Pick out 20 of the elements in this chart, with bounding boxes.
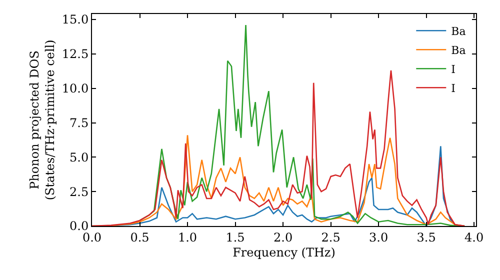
y-tick-label: 5.0	[70, 150, 89, 164]
y-tick-label: 10.0	[62, 82, 89, 96]
x-tick-label: 0.5	[130, 230, 150, 244]
x-tick-label: 4.0	[464, 230, 484, 244]
y-tick-label: 7.5	[70, 116, 89, 130]
y-tick-label: 15.0	[62, 12, 89, 27]
y-axis-title: Phonon projected DOS (States/THz·primitive cell)	[28, 40, 58, 200]
x-tick-label: 1.0	[178, 230, 198, 244]
y-tick-label: 2.5	[70, 184, 89, 199]
y-tick-label: 12.5	[62, 47, 89, 62]
x-tick-label: 2.5	[321, 230, 340, 244]
legend-label: I	[451, 62, 456, 76]
legend-label: Ba	[451, 24, 466, 38]
x-axis-title: Frequency (THz)	[232, 245, 336, 260]
x-tick-label: 3.5	[416, 230, 436, 244]
legend-label: I	[451, 82, 456, 95]
x-tick-label: 1.5	[226, 230, 245, 244]
x-tick-label: 3.0	[369, 230, 388, 244]
x-tick-label: 2.0	[273, 230, 293, 244]
legend-label: Ba	[451, 44, 466, 57]
